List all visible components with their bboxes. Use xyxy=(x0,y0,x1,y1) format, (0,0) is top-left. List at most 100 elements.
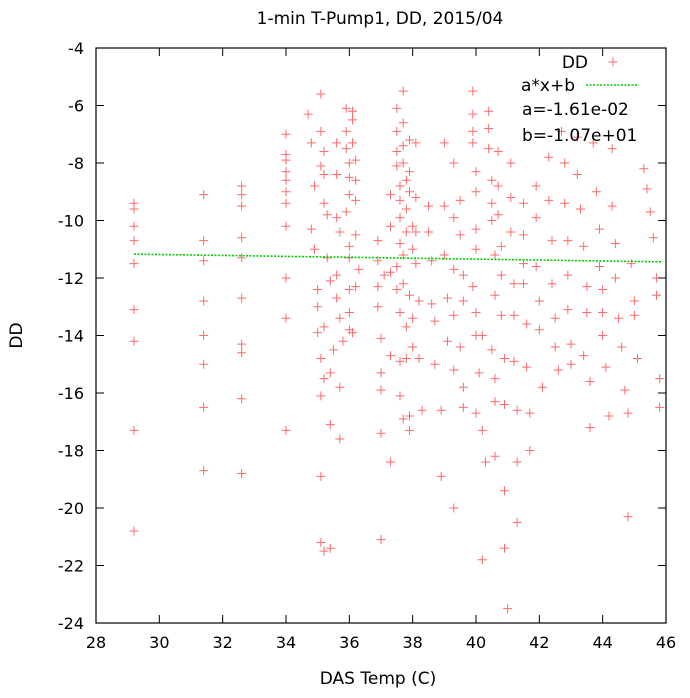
scatter-point xyxy=(395,391,405,401)
scatter-point xyxy=(519,279,528,289)
scatter-point xyxy=(579,351,589,361)
scatter-point xyxy=(392,285,402,294)
scatter-point xyxy=(332,293,342,303)
scatter-point xyxy=(325,368,335,378)
fit-line xyxy=(133,253,663,263)
x-axis: 28 30 32 34 36 38 40 42 44 46 xyxy=(86,48,676,652)
scatter-point xyxy=(629,296,639,306)
x-tick-label: 44 xyxy=(592,633,612,652)
scatter-point xyxy=(449,503,459,513)
scatter-point xyxy=(500,486,509,496)
scatter-point xyxy=(477,425,487,435)
scatter-point xyxy=(471,167,481,177)
scatter-point xyxy=(474,368,484,378)
scatter-point xyxy=(351,230,361,240)
scatter-point xyxy=(398,86,408,96)
scatter-point xyxy=(468,109,478,119)
scatter-point xyxy=(405,425,414,435)
scatter-point xyxy=(557,126,566,136)
scatter-point xyxy=(477,331,487,340)
scatter-point xyxy=(376,535,386,545)
scatter-point xyxy=(351,175,361,185)
scatter-point xyxy=(493,210,503,220)
x-tick-label: 28 xyxy=(86,633,106,652)
scatter-point xyxy=(395,213,405,223)
scatter-point xyxy=(395,308,405,317)
scatter-point xyxy=(506,227,516,237)
scatter-point xyxy=(493,147,503,156)
scatter-point xyxy=(319,322,329,332)
scatter-point xyxy=(471,224,481,234)
scatter-point xyxy=(610,273,620,283)
scatter-point xyxy=(313,328,323,338)
scatter-point xyxy=(319,170,329,179)
scatter-point xyxy=(582,282,592,292)
scatter-point xyxy=(395,195,405,205)
scatter-point xyxy=(481,457,490,467)
scatter-point xyxy=(316,126,326,136)
scatter-series-dd xyxy=(129,86,665,614)
x-tick-label: 34 xyxy=(276,633,296,652)
scatter-point xyxy=(563,270,573,280)
scatter-point xyxy=(408,313,418,323)
scatter-point xyxy=(550,313,560,323)
scatter-point xyxy=(455,195,465,205)
scatter-point xyxy=(639,164,649,174)
scatter-point xyxy=(411,138,421,148)
scatter-point xyxy=(563,236,573,246)
y-tick-label: -8 xyxy=(68,154,84,173)
legend-label-fit: a*x+b xyxy=(521,76,575,96)
scatter-point xyxy=(408,221,418,231)
x-tick-label: 40 xyxy=(466,633,486,652)
scatter-point xyxy=(652,290,661,300)
scatter-point xyxy=(376,385,386,395)
x-tick-label: 42 xyxy=(529,633,549,652)
scatter-point xyxy=(281,167,291,177)
scatter-point xyxy=(129,305,139,315)
scatter-point xyxy=(585,377,595,386)
scatter-point xyxy=(281,221,291,231)
scatter-point xyxy=(598,285,608,294)
scatter-point xyxy=(341,126,351,136)
scatter-point xyxy=(199,466,209,476)
scatter-point xyxy=(509,310,519,320)
scatter-point xyxy=(344,158,354,168)
scatter-point xyxy=(281,425,291,435)
scatter-point xyxy=(281,198,291,208)
scatter-point xyxy=(316,89,326,99)
scatter-point xyxy=(414,296,424,306)
scatter-point xyxy=(335,382,345,392)
scatter-point xyxy=(512,457,522,467)
scatter-point xyxy=(199,236,209,246)
scatter-point xyxy=(490,250,500,260)
scatter-point xyxy=(614,313,623,323)
scatter-point xyxy=(458,296,468,306)
scatter-point xyxy=(316,161,326,171)
x-axis-label: DAS Temp (C) xyxy=(320,669,436,689)
scatter-point xyxy=(585,423,595,432)
scatter-point xyxy=(484,144,494,154)
scatter-point xyxy=(503,604,513,614)
scatter-point xyxy=(604,411,614,421)
scatter-point xyxy=(281,175,291,185)
scatter-point xyxy=(401,204,411,214)
scatter-point xyxy=(392,147,402,156)
scatter-point xyxy=(468,138,478,148)
scatter-point xyxy=(398,141,408,151)
scatter-point xyxy=(563,305,573,315)
scatter-point xyxy=(319,198,329,208)
scatter-point xyxy=(408,244,418,254)
scatter-point xyxy=(458,382,468,392)
scatter-point xyxy=(534,325,544,335)
chart-title: 1-min T-Pump1, DD, 2015/04 xyxy=(257,9,504,29)
scatter-point xyxy=(237,293,247,303)
scatter-point xyxy=(424,201,433,211)
scatter-point xyxy=(411,259,421,269)
scatter-point xyxy=(458,270,468,280)
scatter-point xyxy=(414,354,424,363)
legend-plus-marker xyxy=(608,57,618,67)
scatter-point xyxy=(566,339,576,349)
scatter-point xyxy=(607,201,617,211)
scatter-point xyxy=(487,198,497,208)
scatter-point xyxy=(319,147,329,156)
